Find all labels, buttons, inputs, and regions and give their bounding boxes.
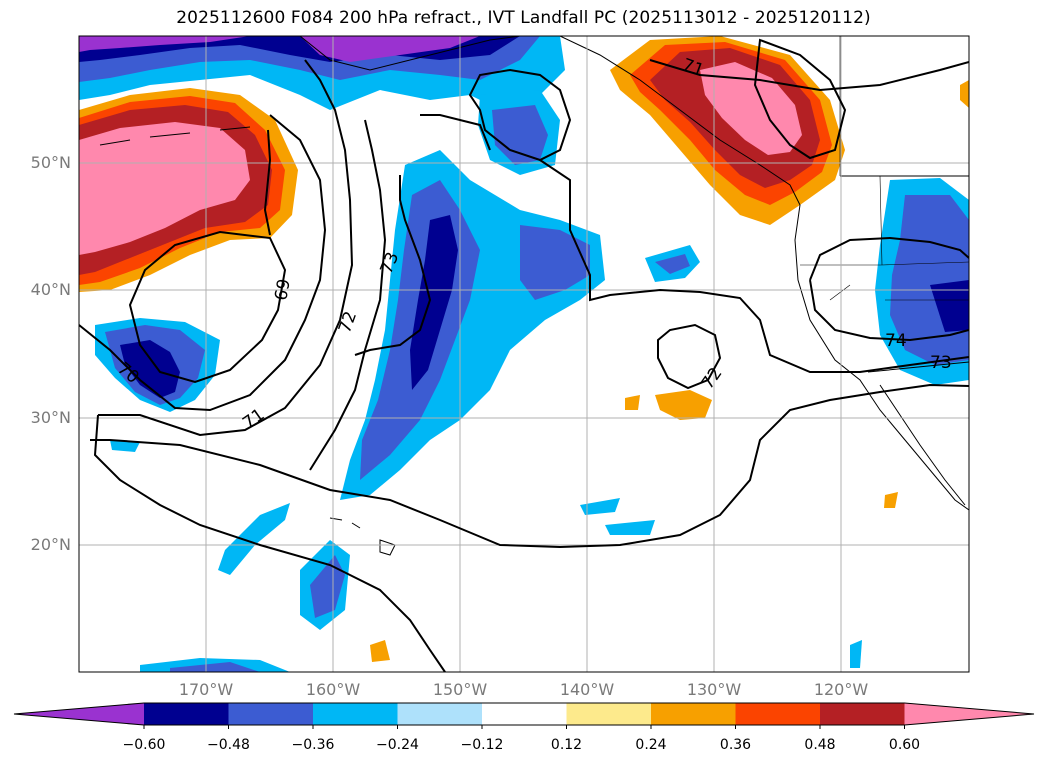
border-us-mexico [867,361,969,373]
contour-label: 69 [271,277,294,302]
coastline-north-america [559,36,969,511]
contour-mid-cut [420,114,491,151]
colorbar-tick-label: 0.24 [635,737,667,753]
colorbar-extend-right [904,703,1034,725]
lon-label: 160°W [305,680,361,699]
contour-74 [809,236,969,342]
contour-71 [98,59,354,437]
aleutian-islands [99,126,251,146]
negative-region-central-streak [410,215,458,390]
lon-label: 130°W [686,680,742,699]
colorbar-bin [566,703,651,725]
coastline-alaska [299,36,521,71]
negative-region-south [310,555,345,618]
coastlines [99,36,969,556]
map-title: 2025112600 F084 200 hPa refract., IVT La… [176,8,871,28]
coastline-baja [879,384,966,506]
negative-region-north-band [300,36,480,62]
contour-73 [354,175,432,356]
colorbar-tick-label: −0.36 [291,737,335,753]
colorbar-tick-label: 0.60 [888,737,921,753]
colorbar-bin [735,703,820,725]
colorbar-tick-label: −0.12 [460,737,504,753]
contour-72-loop [657,323,722,390]
colorbar-tick-label: −0.24 [376,737,419,753]
positive-region-small [655,390,712,420]
contour-70 [79,114,327,412]
negative-region-south [580,498,620,515]
negative-region-gulf [492,105,548,165]
lon-label: 170°W [178,680,234,699]
negative-region-south [850,640,862,668]
positive-region-west [79,122,250,255]
negative-region-central-streak [520,225,590,300]
colorbar-bin [397,703,482,725]
colorbar-bin [651,703,736,725]
negative-region-south [218,503,290,575]
contour-72 [309,119,387,471]
negative-region-east [655,254,690,274]
hawaii-islands [329,517,396,556]
map-frame [78,35,970,673]
negative-region-south [605,520,655,535]
negative-region-land [930,280,969,332]
negative-region-north-band [79,36,250,52]
positive-region-small [625,395,640,410]
lon-label: 150°W [432,680,488,699]
colorbar-tick-label: −0.60 [122,737,166,753]
contour-71-ne [649,59,969,92]
contour-72-east [539,159,969,373]
colorbar-tick-label: −0.48 [207,737,250,753]
colorbar-bin [228,703,313,725]
colorbar-extend-left [14,703,144,725]
contour-label: 73 [930,353,952,373]
contour-label: 74 [885,331,907,351]
positive-region-small [370,640,390,662]
contour-ne-loop [753,38,847,160]
colorbar-tick-label: 0.12 [550,737,583,753]
positive-region-small [960,80,969,108]
lon-label: 140°W [559,680,615,699]
negative-region-south [110,440,140,452]
colorbar-ticks [143,725,905,729]
lat-label: 30°N [30,408,71,427]
colorbar [13,702,1035,729]
negative-region-south [170,662,260,672]
contour-69 [263,129,272,236]
contour-north-arc [468,68,572,162]
contour-69-loop [128,230,287,384]
colorbar-bin [144,703,229,725]
colorbar-bin [313,703,398,725]
contour-outer [90,383,969,549]
colorbar-tick-label: 0.36 [719,737,752,753]
contour-72-coast [93,414,446,672]
colorbar-bin [482,703,567,725]
positive-region-small [884,492,898,508]
refractivity-contours [79,38,969,672]
lat-label: 50°N [30,153,71,172]
positive-region-northeast [700,62,802,155]
negative-region-sw [120,340,180,398]
colorbar-tick-label: 0.48 [804,737,836,753]
colorbar-bin [820,703,905,725]
lat-label: 20°N [30,535,71,554]
lon-label: 120°W [813,680,869,699]
lat-label: 40°N [30,280,71,299]
